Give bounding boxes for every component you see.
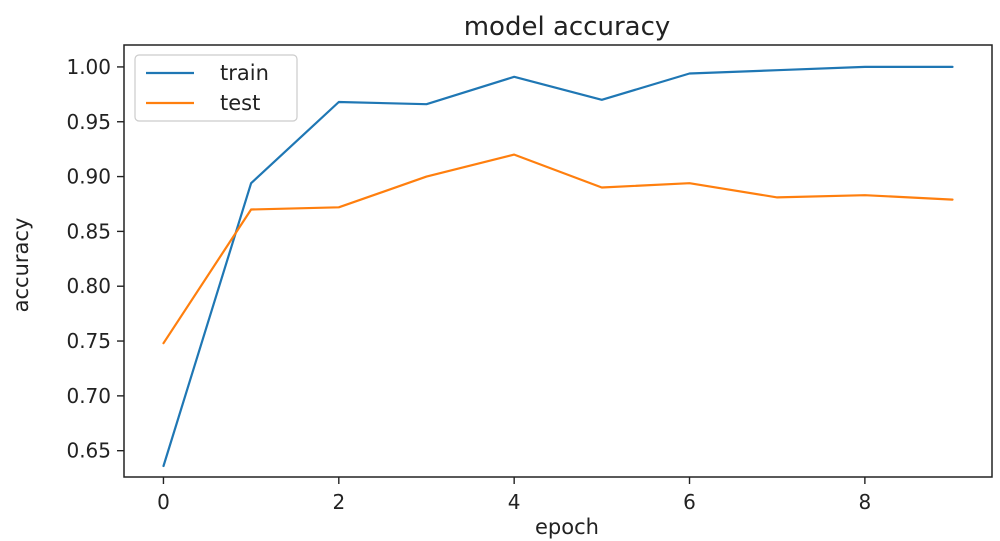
y-tick-label: 1.00 [66, 55, 111, 79]
y-tick-label: 0.70 [66, 384, 111, 408]
legend-label-train: train [220, 61, 269, 85]
plot-area [123, 44, 993, 478]
y-axis: 0.65 0.70 0.75 0.80 0.85 0.90 0.95 1.00 [66, 55, 124, 463]
x-tick-label: 8 [859, 490, 872, 514]
x-tick-label: 0 [157, 490, 170, 514]
series-line-test [162, 153, 954, 345]
y-tick-label: 0.85 [66, 219, 111, 243]
y-tick-label: 0.80 [66, 274, 111, 298]
x-tick-label: 4 [508, 490, 521, 514]
y-tick-label: 0.65 [66, 439, 111, 463]
x-axis-label: epoch [535, 515, 599, 539]
y-tick-label: 0.95 [66, 110, 111, 134]
legend: train test [134, 54, 298, 122]
legend-box [134, 54, 298, 122]
chart-title: model accuracy [464, 12, 671, 42]
legend-label-test: test [220, 91, 260, 115]
y-tick-label: 0.90 [66, 165, 111, 189]
x-tick-label: 6 [683, 490, 696, 514]
x-tick-label: 2 [332, 490, 345, 514]
series-group [162, 65, 954, 468]
y-axis-label: accuracy [9, 218, 33, 313]
x-axis: 0 2 4 6 8 [157, 477, 871, 514]
y-tick-label: 0.75 [66, 329, 111, 353]
series-line-train [162, 65, 954, 468]
